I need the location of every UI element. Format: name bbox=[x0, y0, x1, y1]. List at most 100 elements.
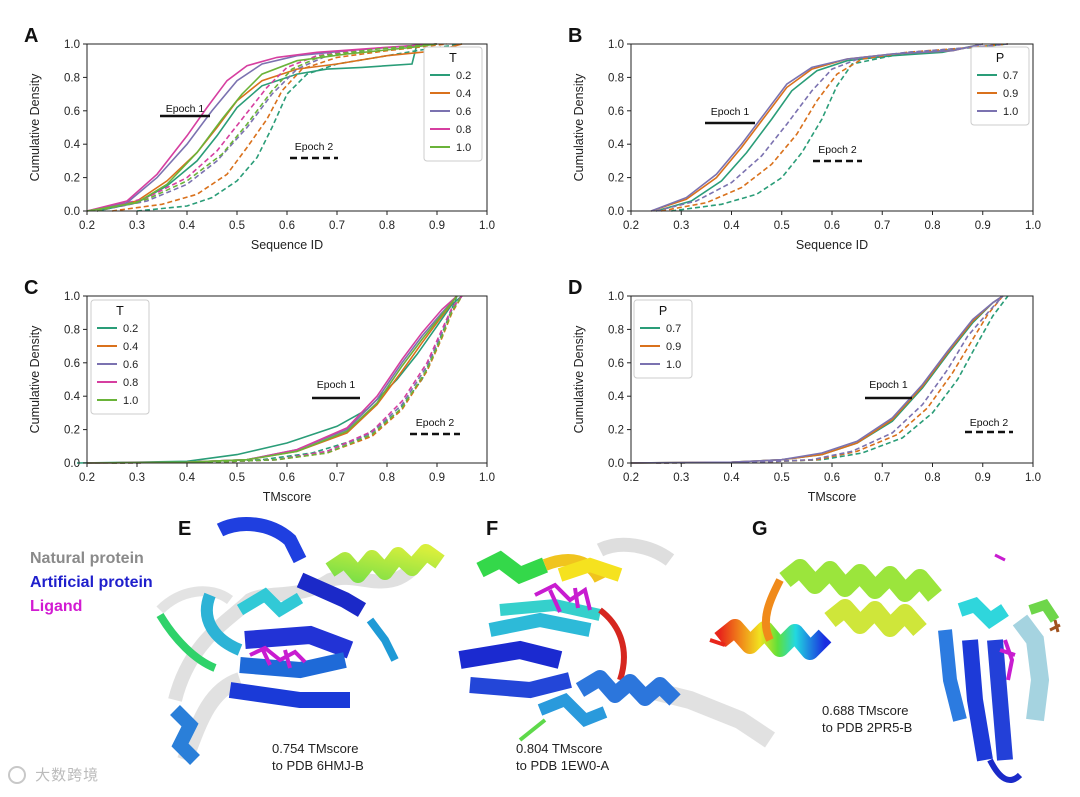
x-tick-label: 0.4 bbox=[724, 220, 741, 232]
x-tick-label: 0.8 bbox=[925, 472, 941, 484]
epoch-1-label: Epoch 1 bbox=[711, 106, 750, 118]
chart-panel-d: D 0.2 0.3 0.4 0.5 0.6 0.7 0.8 0.9 1.0 0.0 0.2 0.4 0.6… bbox=[568, 277, 1041, 504]
y-tick-label: 1.0 bbox=[608, 39, 624, 51]
caption-f-score: 0.804 TMscore bbox=[516, 741, 603, 756]
x-tick-label: 0.5 bbox=[774, 472, 790, 484]
legend-entry: 0.6 bbox=[123, 359, 138, 371]
legend: P 0.7 0.9 1.0 bbox=[970, 46, 1030, 126]
y-tick-label: 0.4 bbox=[608, 139, 625, 151]
y-tick-label: 0.2 bbox=[608, 425, 624, 437]
x-tick-label: 0.7 bbox=[329, 220, 345, 232]
x-tick-label: 0.9 bbox=[429, 220, 445, 232]
y-tick-label: 0.8 bbox=[608, 324, 624, 336]
x-tick-label: 0.3 bbox=[673, 472, 689, 484]
legend-title: T bbox=[449, 51, 457, 65]
series-line-1.0-epoch2 bbox=[111, 295, 463, 464]
x-tick-label: 0.9 bbox=[975, 220, 991, 232]
caption-g-pdb: to PDB 2PR5-B bbox=[822, 720, 913, 735]
x-tick-label: 0.5 bbox=[774, 220, 790, 232]
epoch-2-label: Epoch 2 bbox=[818, 144, 857, 156]
series-line-0.7-epoch2 bbox=[656, 295, 1009, 464]
x-tick-label: 1.0 bbox=[479, 472, 495, 484]
x-tick-label: 0.5 bbox=[229, 220, 245, 232]
y-tick-label: 0.6 bbox=[608, 106, 624, 118]
x-tick-label: 0.6 bbox=[279, 220, 295, 232]
legend-entry: 0.7 bbox=[1003, 70, 1018, 82]
x-tick-label: 0.2 bbox=[623, 472, 639, 484]
y-tick-label: 0.2 bbox=[64, 173, 80, 185]
series-line-0.7-epoch1 bbox=[655, 43, 983, 212]
x-tick-label: 0.8 bbox=[925, 220, 941, 232]
protein-e-structure bbox=[156, 517, 445, 765]
y-tick-label: 0.6 bbox=[64, 106, 80, 118]
x-tick-label: 0.8 bbox=[379, 472, 395, 484]
legend-box bbox=[633, 299, 693, 379]
series-line-0.8-epoch1 bbox=[86, 43, 438, 212]
x-tick-label: 0.4 bbox=[179, 472, 196, 484]
legend-entry: 1.0 bbox=[666, 359, 681, 371]
y-axis-label: Cumulative Density bbox=[572, 73, 586, 181]
x-tick-label: 1.0 bbox=[1025, 472, 1041, 484]
watermark-text: 大数跨境 bbox=[35, 767, 100, 784]
series-line-0.4-epoch1 bbox=[86, 43, 463, 212]
panel-letter-g: G bbox=[752, 518, 768, 540]
epoch-2-label: Epoch 2 bbox=[970, 417, 1009, 429]
y-tick-label: 0.2 bbox=[608, 173, 624, 185]
legend-entry: 0.9 bbox=[666, 341, 681, 353]
legend-entry: 0.8 bbox=[123, 377, 138, 389]
x-tick-label: 0.5 bbox=[229, 472, 245, 484]
panel-letter: A bbox=[24, 25, 38, 47]
caption-e-score: 0.754 TMscore bbox=[272, 741, 359, 756]
panel-letter: B bbox=[568, 25, 582, 47]
series-line-1.0-epoch1 bbox=[86, 43, 438, 212]
watermark-logo-icon bbox=[8, 765, 26, 784]
x-axis-label: TMscore bbox=[808, 490, 857, 504]
series-line-0.2-epoch2 bbox=[136, 43, 463, 212]
y-tick-label: 0.8 bbox=[608, 72, 624, 84]
caption-e-pdb: to PDB 6HMJ-B bbox=[272, 758, 364, 773]
legend-title: T bbox=[116, 304, 124, 318]
chart-panel-c: C 0.2 0.3 0.4 0.5 0.6 0.7 0.8 0.9 1.0 0.0 0.2 0.4 0.6… bbox=[24, 277, 495, 504]
legend-entry: 1.0 bbox=[456, 142, 471, 154]
y-tick-label: 0.6 bbox=[608, 358, 624, 370]
y-tick-label: 0.6 bbox=[64, 358, 80, 370]
x-tick-label: 0.9 bbox=[429, 472, 445, 484]
y-tick-label: 1.0 bbox=[608, 291, 624, 303]
x-tick-label: 0.6 bbox=[824, 220, 840, 232]
y-axis-label: Cumulative Density bbox=[28, 325, 42, 433]
watermark: 大数跨境 bbox=[8, 764, 99, 785]
legend-box bbox=[970, 46, 1030, 126]
epoch-1-label: Epoch 1 bbox=[869, 379, 908, 391]
protein-f-structure bbox=[458, 537, 775, 748]
legend-artificial-protein: Artificial protein bbox=[30, 574, 153, 591]
y-axis-label: Cumulative Density bbox=[572, 325, 586, 433]
legend-entry: 1.0 bbox=[123, 395, 138, 407]
x-tick-label: 0.4 bbox=[724, 472, 741, 484]
y-tick-label: 0.8 bbox=[64, 72, 80, 84]
caption-g-score: 0.688 TMscore bbox=[822, 703, 909, 718]
caption-f-pdb: to PDB 1EW0-A bbox=[516, 758, 610, 773]
panel-letter: D bbox=[568, 277, 582, 299]
legend-entry: 1.0 bbox=[1003, 106, 1018, 118]
x-tick-label: 0.3 bbox=[129, 472, 145, 484]
x-tick-label: 0.7 bbox=[329, 472, 345, 484]
epoch-2-label: Epoch 2 bbox=[416, 417, 455, 429]
y-tick-label: 1.0 bbox=[64, 291, 80, 303]
legend-title: P bbox=[996, 51, 1004, 65]
epoch-2-label: Epoch 2 bbox=[295, 141, 334, 153]
y-tick-label: 0.0 bbox=[608, 458, 624, 470]
epoch-1-label: Epoch 1 bbox=[317, 379, 356, 391]
series-line-0.2-epoch1 bbox=[76, 295, 463, 464]
x-tick-label: 0.3 bbox=[129, 220, 145, 232]
legend-entry: 0.2 bbox=[456, 70, 471, 82]
y-tick-label: 0.4 bbox=[64, 139, 81, 151]
series-line-1.0-epoch2 bbox=[656, 295, 1004, 464]
cdf-charts: A 0.2 0.3 0.4 0.5 0.6 0.7 0.8 0.9 1.0 0.0 0.2 0.4 0.6… bbox=[24, 25, 1041, 504]
y-tick-label: 0.0 bbox=[608, 206, 624, 218]
x-tick-label: 0.6 bbox=[279, 472, 295, 484]
legend-entry: 0.4 bbox=[123, 341, 138, 353]
legend-entry: 0.9 bbox=[1003, 88, 1018, 100]
x-tick-label: 1.0 bbox=[479, 220, 495, 232]
y-tick-label: 0.0 bbox=[64, 206, 80, 218]
